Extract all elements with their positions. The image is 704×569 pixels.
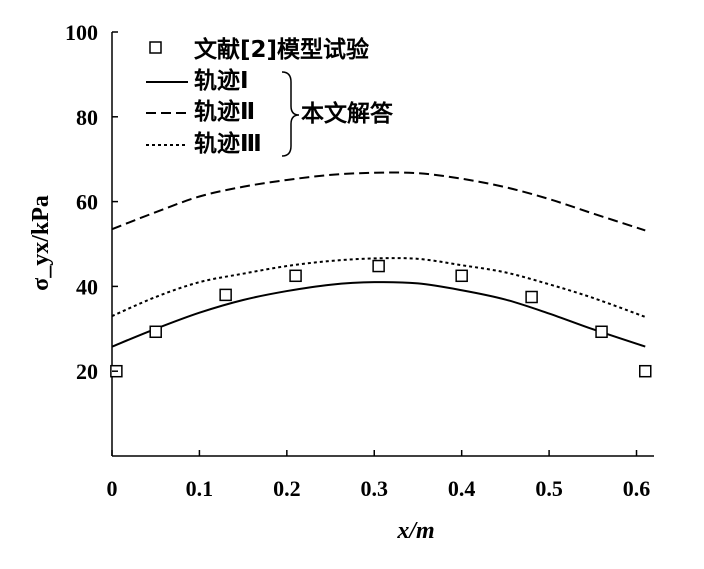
x-tick-label: 0.3	[361, 476, 389, 501]
data-point-experiment	[525, 290, 538, 304]
series-line-3	[111, 257, 646, 318]
legend-label-series-1: 轨迹Ⅰ	[194, 67, 249, 94]
x-tick-label: 0.5	[535, 476, 563, 501]
legend-label-series-3: 轨迹Ⅲ	[194, 130, 262, 157]
legend-brace	[281, 71, 300, 157]
legend-brace-label: 本文解答	[301, 100, 394, 127]
series-line-1	[111, 281, 646, 348]
legend-label-series-2: 轨迹Ⅱ	[194, 98, 255, 125]
series-layer	[111, 171, 646, 348]
y-tick-label: 40	[76, 274, 98, 299]
x-tick-label: 0.2	[273, 476, 301, 501]
legend-marker-sample	[149, 41, 162, 54]
data-point-experiment	[595, 325, 608, 339]
series-line-2	[111, 171, 646, 232]
legend-label-experiment: 文献[2]模型试验	[194, 36, 369, 63]
y-tick-label: 100	[65, 20, 98, 45]
y-tick-label: 80	[76, 105, 98, 130]
y-tick-label: 60	[76, 190, 98, 215]
data-point-experiment	[639, 364, 652, 378]
data-point-experiment	[372, 259, 385, 273]
data-point-experiment	[149, 325, 162, 339]
data-point-experiment	[289, 269, 302, 283]
data-point-experiment	[455, 269, 468, 283]
x-tick-label: 0.4	[448, 476, 476, 501]
x-tick-label: 0	[107, 476, 118, 501]
data-point-experiment	[219, 288, 232, 302]
legend: 文献[2]模型试验 轨迹Ⅰ 轨迹Ⅱ 轨迹Ⅲ 本文解答	[146, 36, 394, 157]
x-tick-label: 0.6	[623, 476, 651, 501]
y-tick-label: 20	[76, 359, 98, 384]
ticks-layer: 0 0.1 0.2 0.3 0.4 0.5 0.6 20 40 60 80 100	[65, 20, 650, 501]
axes	[111, 32, 654, 457]
markers-layer	[110, 259, 652, 378]
x-tick-label: 0.1	[186, 476, 214, 501]
x-axis-label: x/m	[396, 518, 434, 544]
y-axis-label: σ_yx/kPa	[28, 195, 54, 291]
